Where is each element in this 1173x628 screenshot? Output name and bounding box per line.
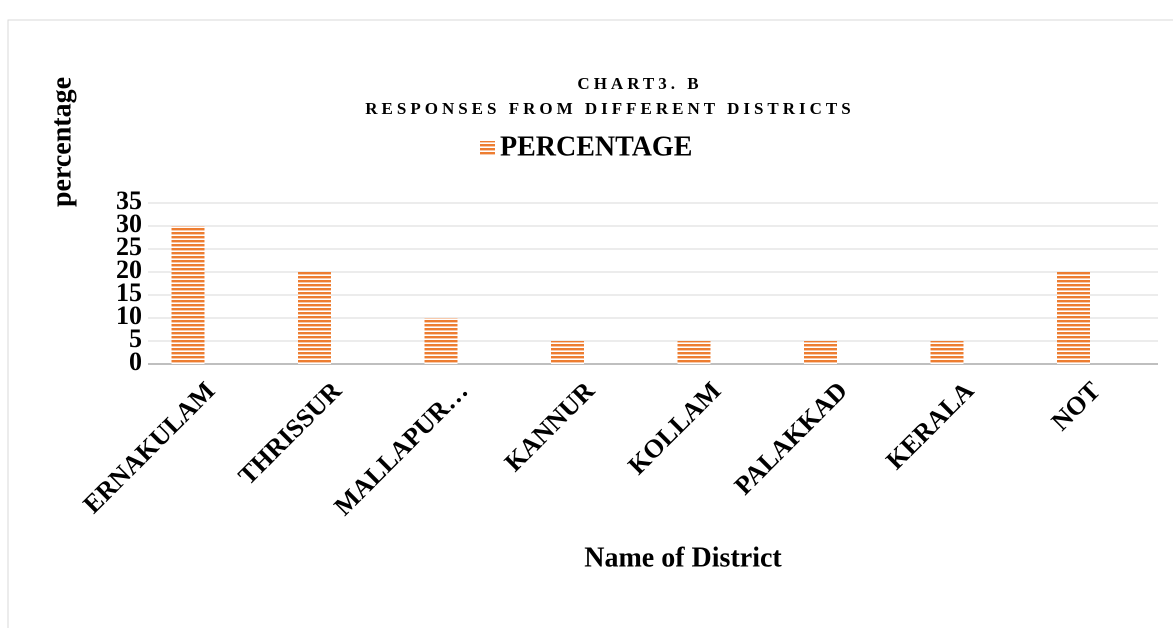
legend-label: PERCENTAGE — [500, 131, 692, 162]
bar — [424, 318, 458, 364]
y-tick-label: 15 — [116, 278, 142, 307]
bar — [930, 341, 964, 364]
y-tick-label: 20 — [116, 255, 142, 284]
bar — [804, 341, 837, 364]
bar — [298, 272, 331, 364]
bar — [1057, 272, 1090, 364]
y-tick-label: 0 — [129, 347, 142, 376]
x-tick-label: KOLLAM — [622, 376, 726, 480]
y-tick-label: 30 — [116, 209, 142, 238]
x-tick-label: THRISSUR — [232, 376, 347, 491]
x-tick-label: MALLAPUR… — [328, 376, 473, 521]
x-axis-title: Name of District — [584, 542, 782, 573]
x-tick-label: KERALA — [880, 376, 979, 475]
x-tick-label: KANNUR — [499, 376, 600, 477]
x-tick-label: ERNAKULAM — [77, 376, 220, 519]
y-tick-label: 10 — [116, 301, 142, 330]
x-tick-label: PALAKKAD — [729, 376, 853, 500]
legend-swatch — [480, 141, 495, 156]
bar — [171, 226, 205, 364]
y-tick-label: 35 — [116, 186, 142, 215]
bar — [677, 341, 711, 364]
chart-subtitle: RESPONSES FROM DIFFERENT DISTRICTS — [365, 99, 854, 118]
y-tick-label: 5 — [129, 324, 142, 353]
x-tick-label: NOT — [1046, 376, 1106, 436]
chart-frame — [7, 19, 1173, 628]
chart-title: CHART3. B — [577, 74, 702, 93]
bar — [551, 341, 584, 364]
y-axis-title: percentage — [46, 77, 77, 207]
y-tick-label: 25 — [116, 232, 142, 261]
